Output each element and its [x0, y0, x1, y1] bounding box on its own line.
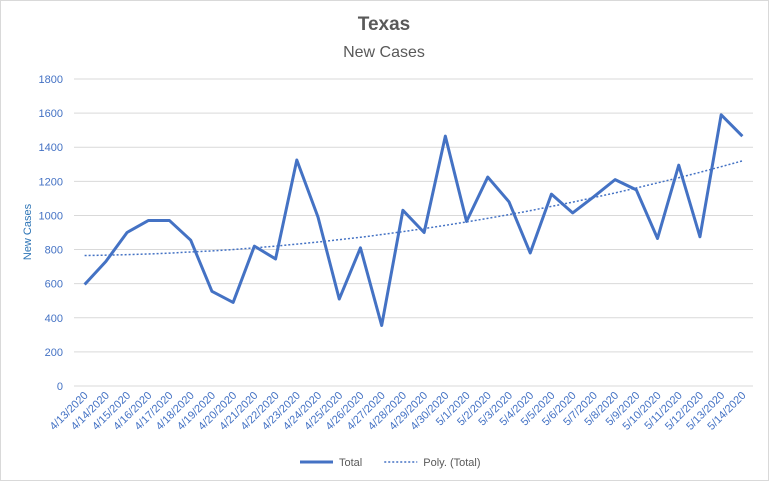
y-tick-label: 1600 [39, 108, 63, 120]
y-tick-label: 1800 [39, 74, 63, 86]
chart-subtitle: New Cases [343, 44, 425, 61]
legend-label: Total [339, 457, 362, 469]
chart-title: Texas [358, 14, 410, 35]
y-tick-label: 1200 [39, 176, 63, 188]
y-axis-title: New Cases [22, 203, 34, 260]
y-tick-label: 1000 [39, 210, 63, 222]
y-tick-label: 800 [45, 245, 63, 257]
y-tick-label: 1400 [39, 142, 63, 154]
legend-label: Poly. (Total) [423, 457, 480, 469]
y-tick-label: 400 [45, 313, 63, 325]
y-tick-label: 0 [57, 381, 63, 393]
y-tick-label: 600 [45, 279, 63, 291]
line-series [84, 160, 743, 257]
y-tick-label: 200 [45, 347, 63, 359]
